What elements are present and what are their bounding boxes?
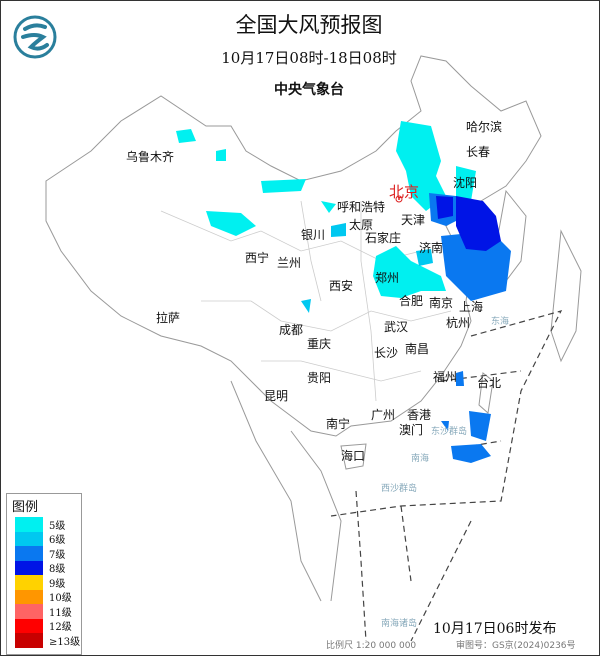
legend-swatch — [15, 531, 43, 546]
legend-swatch — [15, 604, 43, 619]
city-label: 重庆 — [307, 337, 332, 351]
city-label: 台北 — [477, 376, 502, 390]
city-label: 广州 — [371, 408, 396, 422]
legend-label: 5级 — [49, 520, 66, 532]
legend-label: 12级 — [49, 622, 72, 634]
city-label: 兰州 — [277, 256, 302, 270]
legend-item: 12级 — [7, 618, 81, 634]
sea-label: 南海 — [411, 454, 430, 464]
city-label: 济南 — [419, 241, 444, 255]
legend-label: 10级 — [49, 593, 72, 605]
legend: 图例 5级 6级 7级 8级 9级 10级 11级 12级 ≥13级 — [6, 493, 82, 655]
hainan — [340, 443, 367, 470]
legend-swatch — [15, 517, 43, 532]
city-label: 澳门 — [399, 423, 424, 437]
legend-item: 7级 — [7, 546, 81, 561]
city-label: 长沙 — [374, 346, 399, 360]
city-label: 昆明 — [264, 389, 289, 403]
sea-boundary-lines — [330, 310, 563, 642]
legend-item: ≥13级 — [7, 633, 81, 648]
city-label: 南昌 — [405, 342, 430, 356]
city-label: 南宁 — [326, 417, 351, 431]
city-label: 哈尔滨 — [466, 120, 503, 134]
city-label: 合肥 — [399, 294, 424, 308]
island-label: 南海诸岛 — [381, 619, 418, 629]
city-label: 郑州 — [375, 271, 400, 285]
legend-swatch — [15, 618, 43, 633]
legend-swatch — [15, 589, 43, 604]
city-label: 武汉 — [384, 320, 409, 334]
island-label: 东沙群岛 — [431, 427, 468, 437]
forecast-period: 10月17日08时-18日08时 — [221, 49, 397, 67]
city-label: 贵阳 — [307, 371, 332, 385]
legend-label: 6级 — [49, 535, 66, 547]
issue-time: 10月17日06时发布 — [433, 621, 557, 637]
legend-swatch — [15, 560, 43, 575]
beijing-marker — [395, 195, 403, 203]
city-label: 沈阳 — [453, 176, 478, 190]
taiwan — [478, 372, 494, 414]
legend-label: 8级 — [49, 564, 66, 576]
city-label: 杭州 — [446, 316, 471, 330]
city-label: 南京 — [429, 296, 454, 310]
city-label: 西安 — [329, 279, 354, 293]
city-label: 西宁 — [245, 251, 270, 265]
legend-label: 11级 — [49, 607, 72, 619]
legend-label: ≥13级 — [49, 636, 81, 648]
city-label: 长春 — [466, 145, 491, 159]
legend-item: 9级 — [7, 575, 81, 590]
legend-item: 5级 — [7, 517, 81, 532]
korea-japan — [495, 189, 582, 363]
legend-swatch — [15, 575, 43, 590]
legend-swatch — [15, 633, 43, 648]
legend-item: 10级 — [7, 589, 81, 605]
city-label: 海口 — [341, 449, 366, 463]
city-label: 香港 — [407, 408, 432, 422]
issuer: 中央气象台 — [274, 82, 344, 98]
southeast-asia — [230, 380, 342, 602]
sea-label: 东海 — [491, 317, 510, 327]
city-label: 呼和浩特 — [337, 200, 386, 214]
city-label: 福州 — [433, 370, 458, 384]
wind-zone-8 — [436, 196, 501, 251]
cma-logo-icon — [13, 15, 57, 59]
wind-zone-7 — [429, 193, 511, 463]
capital-label: 北京 — [389, 183, 420, 201]
city-label: 成都 — [279, 323, 304, 337]
wind-zones — [176, 121, 511, 463]
wind-zone-5 — [176, 121, 476, 298]
legend-label: 9级 — [49, 578, 66, 590]
legend-item: 11级 — [7, 604, 81, 619]
city-label: 拉萨 — [156, 311, 181, 325]
city-label: 石家庄 — [365, 231, 402, 245]
city-label: 银川 — [301, 228, 326, 242]
island-label: 西沙群岛 — [381, 484, 418, 494]
legend-item: 6级 — [7, 531, 81, 547]
legend-swatch — [15, 546, 43, 561]
city-label: 乌鲁木齐 — [126, 150, 175, 164]
legend-title: 图例 — [12, 500, 39, 515]
map-scale: 比例尺 1:20 000 000 — [326, 641, 417, 651]
city-label: 上海 — [459, 300, 484, 314]
legend-label: 7级 — [49, 549, 66, 561]
map-review-number: 审图号：GS京(2024)0236号 — [456, 641, 576, 651]
map-title: 全国大风预报图 — [235, 13, 383, 37]
city-label: 天津 — [401, 213, 426, 227]
city-label: 太原 — [349, 218, 374, 232]
legend-item: 8级 — [7, 560, 81, 576]
